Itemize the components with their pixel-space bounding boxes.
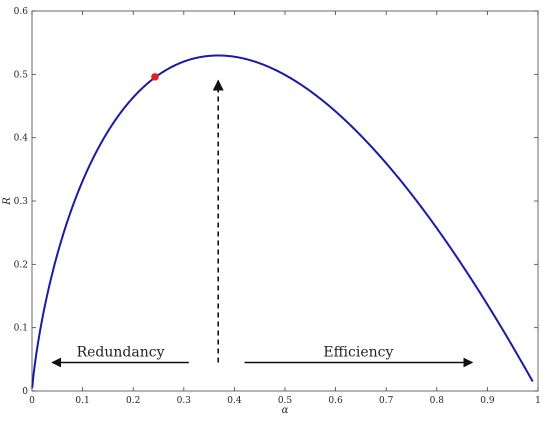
x-tick-label: 0: [29, 396, 35, 406]
x-tick-label: 0.3: [177, 396, 192, 406]
y-tick-label: 0.3: [14, 197, 29, 207]
y-tick-label: 0.5: [14, 70, 29, 80]
x-tick-label: 0.4: [227, 396, 242, 406]
series-line-0: [31, 54, 534, 388]
y-axis-label: R: [2, 197, 13, 206]
y-tick-label: 0: [22, 387, 28, 397]
x-tick-label: 0.9: [480, 396, 495, 406]
x-axis-ticks: 0 0.1 0.2 0.3 0.4 0.5 0.6 0.7 0.8 0.9 1: [29, 11, 541, 406]
x-tick-label: 1: [535, 396, 541, 406]
y-tick-label: 0.4: [14, 134, 29, 144]
x-tick-label: 0.6: [328, 396, 343, 406]
y-tick-label: 0.1: [14, 324, 28, 334]
highlight-point: [151, 73, 159, 81]
annotation-layer: Redundancy Efficiency: [51, 79, 474, 368]
x-tick-label: 0.2: [126, 396, 140, 406]
plot-frame: [31, 10, 539, 392]
x-tick-label: 0.5: [278, 396, 293, 406]
x-tick-label: 0.7: [379, 396, 394, 406]
y-tick-label: 0.6: [14, 7, 29, 17]
x-tick-label: 0.1: [75, 396, 89, 406]
series-layer: [31, 54, 534, 388]
annotation-redundancy-label: Redundancy: [77, 345, 165, 361]
annotation-efficiency-label: Efficiency: [323, 345, 393, 361]
y-axis-ticks: 0 0.1 0.2 0.3 0.4 0.5 0.6: [14, 7, 538, 397]
x-tick-label: 0.8: [430, 396, 445, 406]
x-axis-label: α: [282, 405, 289, 416]
y-tick-label: 0.2: [14, 260, 28, 270]
